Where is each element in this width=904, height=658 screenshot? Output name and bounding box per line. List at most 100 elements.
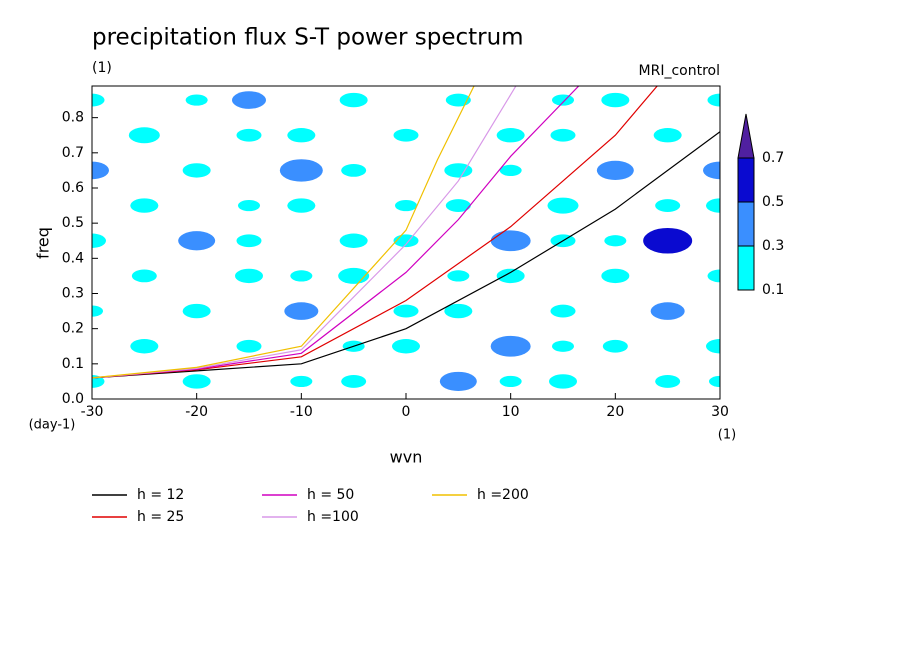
colorbar-label: 0.1: [762, 282, 784, 298]
contour-blob: [496, 268, 525, 284]
contour-blob: [552, 94, 574, 106]
contour-blob: [397, 95, 416, 105]
contour-blob: [130, 198, 159, 213]
legend-label: h =100: [307, 509, 359, 525]
contour-blob: [601, 268, 630, 284]
contour-blob: [135, 236, 154, 246]
subtitle: (1): [92, 60, 112, 76]
contour-blob: [496, 128, 525, 143]
x-tick-label: 0: [402, 404, 411, 420]
contour-blob: [135, 306, 154, 316]
contour-blob: [444, 163, 473, 178]
contour-blob: [550, 128, 576, 142]
contour-blob: [135, 95, 154, 105]
x-tick-label: 10: [502, 404, 520, 420]
contour-field: [92, 91, 720, 392]
x-tick-label: -20: [185, 404, 208, 420]
contour-blob: [449, 341, 468, 351]
contour-blob: [182, 303, 211, 319]
contour-blob: [658, 341, 677, 351]
contour-blob: [236, 339, 262, 353]
y-tick-label: 0.1: [62, 356, 84, 372]
contour-blob: [187, 130, 206, 140]
contour-blob: [706, 198, 720, 213]
contour-blob: [344, 201, 363, 211]
contour-blob: [653, 128, 682, 143]
contour-blob: [554, 166, 573, 176]
contour-blob: [490, 335, 531, 357]
y-unit: (day-1): [29, 418, 76, 433]
contour-blob: [501, 201, 520, 211]
contour-blob: [707, 269, 720, 283]
contour-blob: [447, 270, 470, 282]
contour-blob: [292, 236, 311, 246]
y-tick-label: 0.7: [62, 145, 84, 161]
contour-blob: [240, 166, 259, 176]
contour-blob: [187, 341, 206, 351]
contour-blob: [499, 164, 522, 177]
contour-blob: [601, 92, 630, 108]
contour-blob: [499, 375, 522, 388]
contour-blob: [92, 233, 106, 248]
y-tick-label: 0.8: [62, 110, 84, 126]
x-tick-label: -30: [81, 404, 104, 420]
contour-blob: [236, 128, 262, 142]
contour-blob: [501, 306, 520, 316]
contour-blob: [449, 236, 468, 246]
contour-blob: [490, 230, 531, 252]
contour-blob: [445, 93, 471, 107]
legend-label: h = 25: [137, 509, 184, 525]
contour-blob: [339, 233, 368, 248]
dispersion-curve: [92, 86, 658, 379]
contour-blob: [606, 377, 625, 387]
y-tick-label: 0.2: [62, 321, 84, 337]
colorbar-label: 0.7: [762, 150, 784, 166]
contour-blob: [397, 377, 416, 387]
contour-blob: [709, 375, 720, 388]
contour-blob: [235, 268, 263, 284]
legend-label: h = 12: [137, 487, 184, 503]
contour-blob: [287, 198, 316, 213]
contour-blob: [284, 302, 319, 320]
contour-blob: [182, 374, 211, 389]
contour-blob: [554, 271, 573, 281]
contour-blob: [604, 235, 627, 247]
contour-blob: [240, 306, 259, 316]
contour-blob: [658, 95, 677, 105]
contour-blob: [703, 161, 720, 180]
colorbar-segment: [737, 201, 755, 247]
colorbar-triangle: [737, 113, 755, 159]
contour-blob: [395, 199, 417, 212]
dispersion-curve: [92, 131, 720, 379]
annotation: MRI_control: [639, 63, 720, 79]
dispersion-curve: [92, 86, 517, 379]
contour-blob: [232, 91, 266, 109]
contour-blob: [92, 161, 109, 180]
contour-blob: [650, 302, 685, 320]
contour-blob: [392, 339, 420, 354]
contour-blob: [92, 305, 103, 317]
contour-blob: [238, 199, 260, 212]
curves: [92, 86, 720, 379]
x-tick-label: 20: [606, 404, 624, 420]
contour-blob: [707, 93, 720, 107]
contour-blob: [178, 231, 216, 251]
dispersion-curve: [92, 86, 475, 379]
contour-blob: [279, 159, 323, 182]
contour-blob: [596, 160, 634, 181]
x-axis-label: wvn: [390, 448, 423, 467]
colorbar-label: 0.5: [762, 194, 784, 210]
x-tick-label: -10: [290, 404, 313, 420]
contour-blob: [706, 339, 720, 354]
y-tick-label: 0.4: [62, 250, 84, 266]
contour-blob: [187, 271, 206, 281]
contour-blob: [185, 94, 208, 106]
contour-blob: [290, 270, 313, 282]
contour-blob: [643, 227, 693, 254]
contour-blob: [445, 199, 471, 212]
contour-blob: [339, 92, 368, 108]
y-axis-label: freq: [34, 227, 53, 259]
contour-blob: [393, 128, 419, 142]
contour-blob: [187, 201, 206, 211]
